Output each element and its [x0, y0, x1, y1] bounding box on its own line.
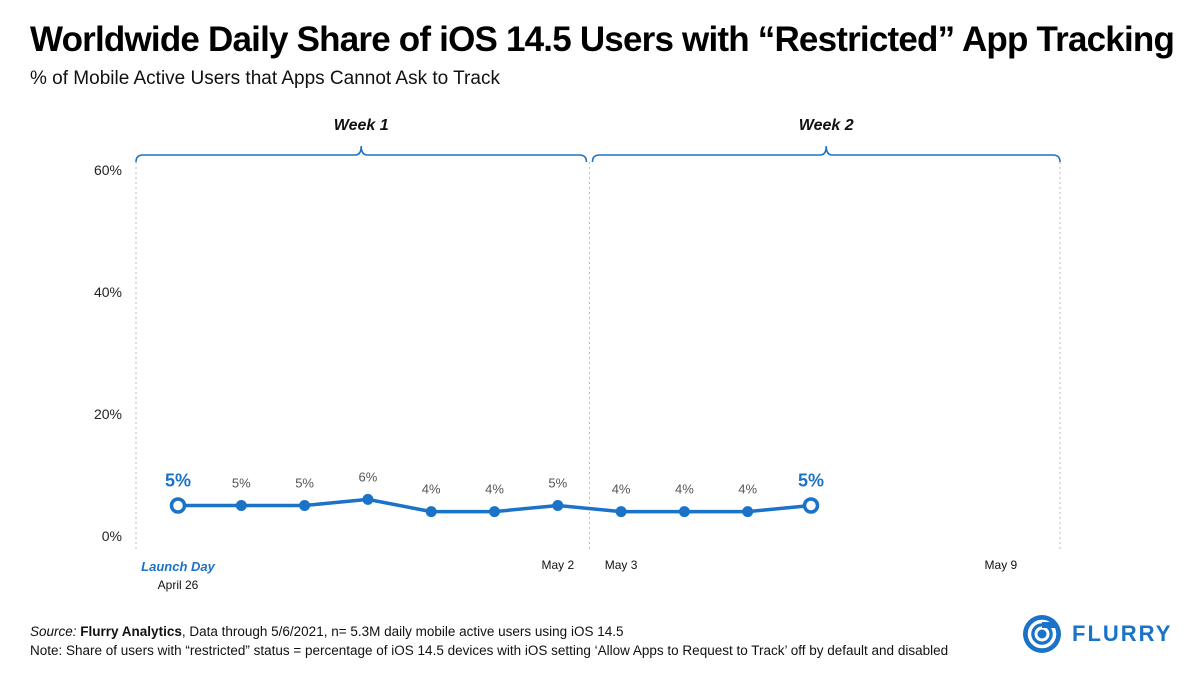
chart-footer: Source: Flurry Analytics, Data through 5… — [30, 622, 948, 660]
y-tick-label: 20% — [94, 406, 122, 422]
data-label: 5% — [798, 471, 824, 491]
flurry-logo-icon — [1023, 615, 1061, 653]
period-separators — [135, 162, 1061, 552]
week-brace — [591, 145, 1061, 163]
data-point — [615, 506, 627, 518]
source-line: Source: Flurry Analytics, Data through 5… — [30, 622, 948, 641]
x-date-label: May 2 — [541, 558, 574, 572]
data-label: 5% — [548, 476, 567, 491]
chart-title: Worldwide Daily Share of iOS 14.5 Users … — [30, 20, 1175, 59]
data-point — [362, 493, 374, 505]
x-date-label: May 9 — [985, 558, 1018, 572]
data-point-highlight — [802, 497, 820, 514]
week-brace — [135, 145, 588, 163]
data-point — [552, 500, 564, 511]
launch-day-label: Launch Day — [141, 559, 215, 574]
data-point — [489, 506, 500, 518]
note-line: Note: Share of users with “restricted” s… — [30, 643, 949, 658]
data-point — [742, 506, 754, 518]
data-label: 5% — [232, 476, 251, 491]
data-point — [678, 506, 690, 518]
data-label: 5% — [165, 471, 191, 491]
data-label: 6% — [359, 469, 378, 484]
source-name: Flurry Analytics — [80, 624, 182, 639]
data-point — [425, 506, 437, 518]
data-label: 4% — [612, 482, 631, 497]
source-label: Source: — [30, 624, 77, 639]
series-points — [169, 493, 820, 518]
y-tick-label: 0% — [102, 528, 122, 544]
data-point-highlight — [169, 497, 187, 514]
x-date-label: May 3 — [605, 558, 638, 572]
data-labels: 5% 5% 5% 6% 4% 4% 5% 4% 4% 4% 5% — [165, 469, 824, 496]
flurry-logo: FLURRY — [1022, 614, 1172, 654]
data-label: 4% — [675, 482, 694, 497]
x-date-label: April 26 — [158, 578, 199, 592]
data-point — [235, 500, 247, 511]
data-label: 5% — [295, 476, 314, 491]
period-braces: Week 1 Week 2 — [135, 117, 1061, 163]
data-label: 4% — [422, 482, 441, 497]
y-tick-label: 40% — [94, 284, 122, 300]
y-tick-label: 60% — [94, 162, 122, 178]
week-label: Week 2 — [799, 117, 854, 134]
chart-subtitle: % of Mobile Active Users that Apps Canno… — [30, 68, 500, 89]
source-details: , Data through 5/6/2021, n= 5.3M daily m… — [181, 624, 624, 639]
data-label: 4% — [485, 482, 504, 497]
x-axis-labels: Launch Day April 26 May 2 May 3 May 9 — [141, 558, 1017, 592]
week-label: Week 1 — [334, 117, 389, 134]
y-axis: 0% 20% 40% 60% — [94, 162, 122, 544]
data-point — [299, 500, 311, 511]
flurry-logo-text: FLURRY — [1072, 621, 1173, 646]
line-chart: 0% 20% 40% 60% Week 1 Week 2 Launch Day April… — [94, 117, 1061, 592]
data-label: 4% — [738, 482, 757, 497]
